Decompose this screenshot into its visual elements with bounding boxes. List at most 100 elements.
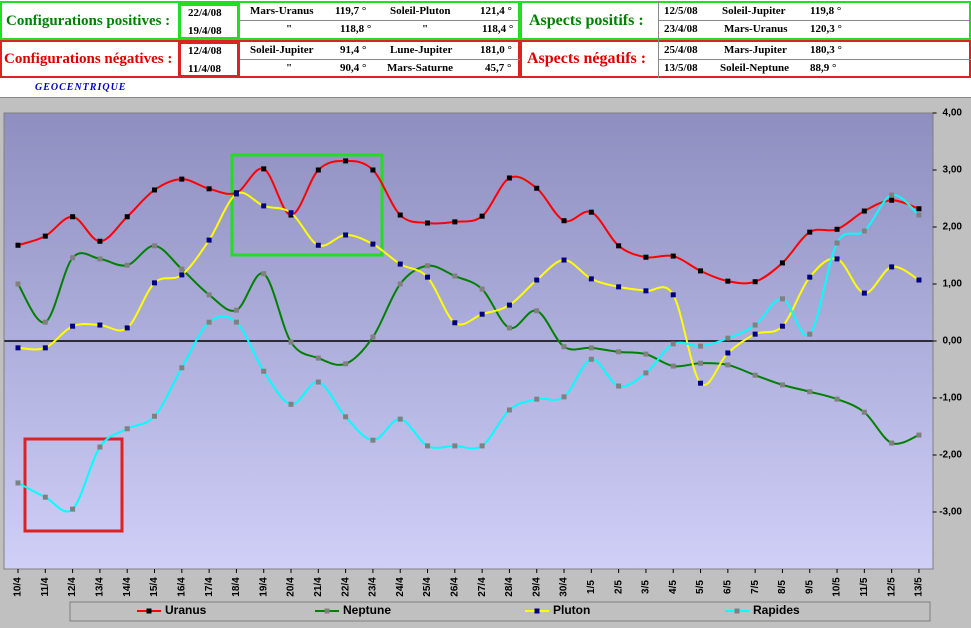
point: [397, 261, 403, 267]
x-tick-label: 16/4: [176, 577, 187, 597]
point: [779, 260, 785, 266]
point: [834, 396, 840, 402]
point: [725, 350, 731, 356]
x-tick-label: 12/5: [886, 577, 897, 597]
point: [206, 292, 212, 298]
separator: [240, 59, 520, 60]
point: [15, 480, 21, 486]
point: [506, 407, 512, 413]
point: [343, 232, 349, 238]
highlight-box: [23, 437, 124, 533]
x-tick-label: 22/4: [340, 577, 351, 597]
y-tick-label: -1,00: [939, 393, 962, 404]
point: [206, 319, 212, 325]
point: [152, 280, 158, 286]
point: [889, 264, 895, 270]
x-tick-label: 12/4: [67, 577, 78, 597]
point: [506, 302, 512, 308]
point: [97, 444, 103, 450]
point: [807, 331, 813, 337]
point: [834, 256, 840, 262]
y-tick-label: 1,00: [943, 279, 963, 290]
point: [233, 307, 239, 313]
point: [452, 320, 458, 326]
point: [479, 443, 485, 449]
angle: 119,7 °: [335, 5, 367, 17]
legend: [69, 601, 931, 622]
y-tick-label: 2,00: [943, 222, 963, 233]
point: [179, 176, 185, 182]
angle: 90,4 °: [340, 62, 367, 74]
date: 13/5/08: [664, 62, 698, 74]
x-tick-label: 3/5: [641, 580, 652, 594]
point: [152, 413, 158, 419]
point: [425, 443, 431, 449]
point: [643, 370, 649, 376]
series-line: [17, 159, 920, 285]
legend-label: Uranus: [165, 603, 207, 617]
x-tick-label: 1/5: [586, 580, 597, 594]
pair: ": [422, 23, 429, 35]
point: [616, 243, 622, 249]
point: [561, 344, 567, 350]
pair: Lune-Jupiter: [390, 44, 453, 56]
point: [698, 343, 704, 349]
point: [616, 284, 622, 290]
pair: Soleil-Jupiter: [722, 5, 786, 17]
point: [479, 286, 485, 292]
pair: Mars-Uranus: [724, 23, 788, 35]
x-tick-label: 6/5: [722, 580, 733, 594]
point: [752, 331, 758, 337]
point: [343, 361, 349, 367]
point: [97, 322, 103, 328]
x-tick-label: 4/5: [668, 580, 679, 594]
point: [370, 241, 376, 247]
point: [807, 389, 813, 395]
point: [861, 409, 867, 415]
separator: [658, 20, 971, 21]
point: [889, 440, 895, 446]
point: [233, 319, 239, 325]
x-tick-label: 11/4: [40, 577, 51, 596]
point: [124, 214, 130, 220]
date: 22/4/08: [188, 7, 222, 19]
date: 19/4/08: [188, 25, 222, 37]
pair: ": [286, 62, 293, 74]
point: [779, 296, 785, 302]
point: [534, 396, 540, 402]
pair: Mars-Saturne: [387, 62, 453, 74]
point: [506, 175, 512, 181]
x-tick-label: 26/4: [449, 577, 460, 597]
point: [152, 187, 158, 193]
point: [779, 382, 785, 388]
point: [179, 266, 185, 272]
angle: 180,3 °: [810, 44, 842, 56]
point: [261, 271, 267, 277]
point: [179, 272, 185, 278]
point: [233, 191, 239, 197]
point: [861, 208, 867, 214]
point: [315, 379, 321, 385]
angle: 118,8 °: [340, 23, 372, 35]
point: [588, 276, 594, 282]
x-tick-label: 13/4: [95, 577, 106, 597]
point: [206, 237, 212, 243]
point: [70, 255, 76, 261]
point: [315, 167, 321, 173]
point: [261, 166, 267, 172]
point: [261, 368, 267, 374]
point: [15, 281, 21, 287]
point: [124, 325, 130, 331]
point: [42, 233, 48, 239]
legend-marker: [734, 608, 740, 614]
point: [479, 311, 485, 317]
point: [588, 345, 594, 351]
pair: Mars-Uranus: [250, 5, 314, 17]
y-tick-label: -2,00: [939, 450, 962, 461]
point: [506, 325, 512, 331]
point: [861, 290, 867, 296]
angle: 121,4 °: [480, 5, 512, 17]
point: [70, 214, 76, 220]
x-tick-label: 2/5: [613, 580, 624, 594]
